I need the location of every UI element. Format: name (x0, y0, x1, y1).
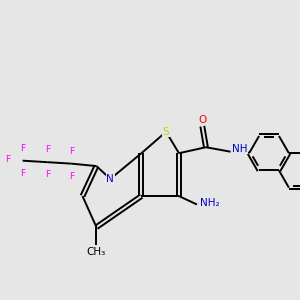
Text: CH₃: CH₃ (87, 247, 106, 257)
Text: NH₂: NH₂ (200, 198, 219, 208)
Text: F: F (45, 170, 50, 179)
Text: F: F (45, 145, 50, 154)
Text: F: F (69, 172, 74, 181)
Text: F: F (20, 144, 25, 153)
Text: F: F (5, 155, 10, 164)
Text: NH: NH (232, 144, 247, 154)
Text: F: F (69, 147, 74, 156)
Text: O: O (198, 115, 206, 124)
Text: S: S (163, 127, 169, 137)
Text: F: F (20, 169, 25, 178)
Text: N: N (106, 174, 114, 184)
